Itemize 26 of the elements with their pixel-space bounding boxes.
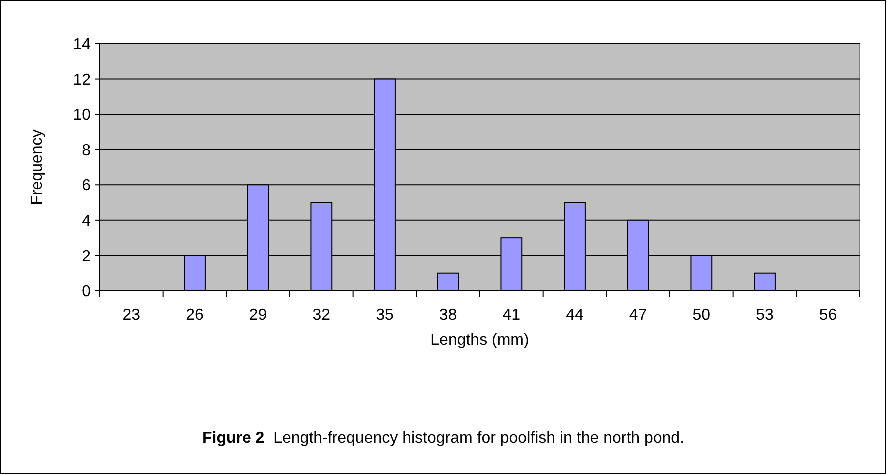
caption: Figure 2 (202, 430, 265, 447)
y-tick-label: 8 (82, 142, 92, 160)
y-tick-label: 14 (73, 36, 92, 54)
x-tick-label: 56 (819, 307, 838, 324)
x-tick-label: 29 (249, 307, 268, 324)
y-tick-label: 6 (82, 178, 92, 195)
y-tick-label: 12 (73, 72, 92, 89)
x-tick-label: 47 (629, 307, 648, 324)
x-tick-label: 41 (502, 307, 521, 324)
x-tick-label: 38 (439, 307, 458, 324)
x-tick-label: 23 (122, 307, 141, 324)
text: Length-frequency histogram for poolfish in the north pond. (264, 430, 685, 447)
y-tick-label: 10 (73, 107, 92, 124)
x-tick-label: 44 (566, 307, 584, 324)
y-axis-title: Frequency (29, 130, 46, 206)
x-tick-label: 32 (312, 307, 331, 324)
bar (754, 272, 776, 292)
y-tick-label: 4 (82, 213, 92, 230)
bar (437, 272, 460, 292)
x-tick-label: 26 (186, 307, 204, 324)
x-axis-title: Lengths (mm) (430, 332, 530, 349)
x-tick-label: 35 (376, 307, 394, 324)
y-tick-label: 2 (82, 248, 92, 266)
x-tick-label: 50 (692, 307, 711, 324)
y-tick-label: 0 (82, 284, 92, 301)
x-tick-label: 53 (756, 307, 774, 324)
